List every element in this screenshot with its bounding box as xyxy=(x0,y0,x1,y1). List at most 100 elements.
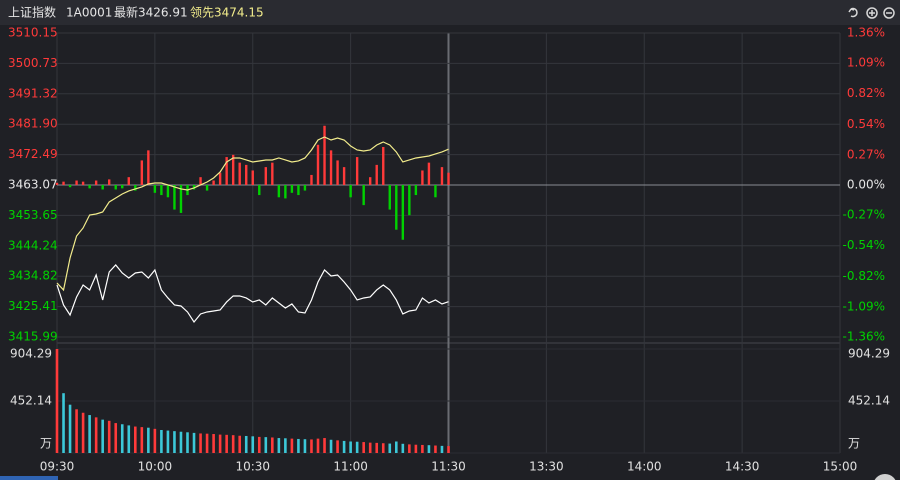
indicator-bar xyxy=(369,177,372,185)
y-tick-label: 3463.07 xyxy=(8,178,58,192)
indicator-bar xyxy=(173,185,176,210)
indicator-bar xyxy=(121,185,124,189)
volume-bar xyxy=(362,442,365,453)
indicator-bar xyxy=(271,162,274,185)
indicator-bar xyxy=(264,167,267,185)
indicator-bar xyxy=(316,144,320,185)
y2-tick-label: 0.00% xyxy=(847,178,885,192)
indicator-bar xyxy=(160,185,163,196)
indicator-bar xyxy=(447,172,450,185)
indicator-bar xyxy=(401,185,405,240)
volume-bar xyxy=(140,427,144,453)
volume-bar xyxy=(68,404,72,453)
indicator-bar xyxy=(427,162,431,185)
y2-tick-label: 1.09% xyxy=(847,56,885,70)
y2-tick-label: -0.27% xyxy=(843,208,885,222)
volume-bar xyxy=(290,438,294,453)
indicator-bar xyxy=(434,185,437,198)
volume-tick-label: 452.14 xyxy=(848,394,890,408)
x-tick-label: 11:00 xyxy=(333,460,368,474)
y-tick-label: 3472.49 xyxy=(8,147,58,161)
volume-bar xyxy=(284,438,287,453)
y2-tick-label: -0.54% xyxy=(843,238,885,252)
zoom-in-plus xyxy=(869,10,875,16)
volume-bar xyxy=(81,412,85,453)
y2-tick-label: 0.82% xyxy=(847,86,885,100)
undo-icon[interactable] xyxy=(848,7,858,18)
x-tick-label: 10:00 xyxy=(138,460,173,474)
volume-bar xyxy=(147,427,150,453)
y2-tick-label: -1.09% xyxy=(843,299,885,313)
indicator-bar xyxy=(140,160,144,185)
indicator-bar xyxy=(199,177,202,185)
volume-bar xyxy=(107,420,111,453)
x-tick-label: 09:30 xyxy=(40,460,75,474)
latest-value: 3426.91 xyxy=(138,6,188,20)
indicator-bar xyxy=(127,177,130,185)
volume-bar xyxy=(395,441,398,453)
volume-bar xyxy=(381,443,385,453)
indicator-bar xyxy=(323,125,326,185)
volume-bar xyxy=(244,435,248,453)
y-tick-label: 3500.73 xyxy=(8,56,58,70)
indicator-bar xyxy=(310,174,313,185)
volume-tick-label: 万 xyxy=(40,437,52,451)
volume-bar xyxy=(186,432,189,453)
leading-value: 3474.15 xyxy=(214,6,264,20)
volume-bar xyxy=(62,393,65,453)
volume-bar xyxy=(447,446,450,453)
volume-bar xyxy=(427,445,431,453)
indicator-bar xyxy=(238,162,241,185)
indicator-bar xyxy=(251,170,254,185)
indicator-bar xyxy=(166,185,170,198)
volume-tick-label: 452.14 xyxy=(10,394,52,408)
indicator-bar xyxy=(414,185,418,196)
zoom-out-icon[interactable] xyxy=(883,7,895,19)
price-line xyxy=(56,136,449,292)
volume-bar xyxy=(231,435,235,453)
indicator-bar xyxy=(114,185,117,190)
volume-bar xyxy=(336,440,339,453)
y-tick-label: 3453.65 xyxy=(8,208,58,222)
indicator-bar xyxy=(225,157,228,185)
volume-bar xyxy=(257,436,261,453)
y2-tick-label: 0.54% xyxy=(847,117,885,131)
volume-bar xyxy=(192,432,196,453)
indicator-bar xyxy=(303,185,307,191)
indicator-bar xyxy=(192,185,196,190)
volume-bar xyxy=(173,431,176,453)
volume-bar xyxy=(355,441,359,453)
volume-bar xyxy=(166,430,170,453)
volume-bar xyxy=(114,423,118,453)
indicator-bar xyxy=(382,147,385,185)
y-tick-label: 3444.24 xyxy=(8,238,58,252)
volume-bar xyxy=(88,415,91,453)
leading-label: 领先 xyxy=(190,6,214,20)
indicator-bar xyxy=(179,185,183,213)
indicator-bar xyxy=(284,185,287,199)
volume-bar xyxy=(225,434,228,453)
indicator-bar xyxy=(440,167,444,185)
volume-bar xyxy=(401,443,405,453)
zoom-in-icon[interactable] xyxy=(866,7,878,19)
volume-bar xyxy=(414,444,418,453)
indicator-bar xyxy=(218,172,222,185)
x-tick-label: 11:30 xyxy=(431,460,466,474)
y2-tick-label: 1.36% xyxy=(847,26,885,40)
corner-button[interactable] xyxy=(873,474,897,480)
volume-tick-label: 904.29 xyxy=(848,347,890,361)
indicator-bar xyxy=(134,185,137,191)
indicator-bar xyxy=(395,185,398,230)
indicator-bar xyxy=(212,180,215,185)
indicator-bar xyxy=(329,150,333,185)
indicator-bar xyxy=(336,160,339,185)
indicator-bar xyxy=(205,185,209,191)
volume-bar xyxy=(310,439,313,453)
indicator-bar xyxy=(362,185,365,206)
y-tick-label: 3415.99 xyxy=(8,330,58,344)
volume-bar xyxy=(440,445,444,453)
volume-bar xyxy=(212,434,215,453)
volume-bar xyxy=(277,438,281,453)
